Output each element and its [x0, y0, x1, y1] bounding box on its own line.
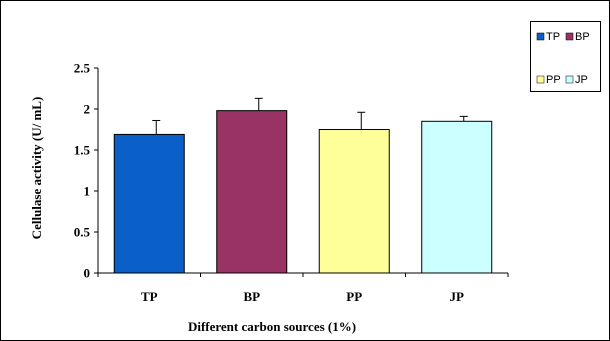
error-bar-pp: [357, 111, 366, 130]
legend-label: TP: [546, 31, 560, 43]
y-axis-label: Cellulase activity (U/ mL): [29, 97, 44, 240]
bar-jp: [421, 120, 493, 274]
bar-tp: [113, 133, 185, 274]
legend: TP BP PP JP: [530, 21, 601, 92]
y-tick-label: 0.5: [74, 225, 91, 240]
x-tick-labels: TP BP PP JP: [141, 289, 464, 304]
x-axis-label: Different carbon sources (1%): [188, 319, 356, 334]
y-tick-label: 2: [84, 102, 91, 117]
legend-swatch-pp: [536, 75, 545, 84]
x-tick-label: BP: [243, 289, 260, 304]
axes: [94, 67, 509, 277]
bar-bp: [216, 110, 288, 274]
x-tick-label: JP: [450, 289, 465, 304]
legend-swatch-jp: [565, 75, 574, 84]
error-bar-jp: [459, 115, 468, 122]
y-tick-label: 1: [84, 184, 91, 199]
x-tick-label: TP: [141, 289, 158, 304]
legend-swatch-bp: [565, 32, 574, 41]
y-tick-label: 1.5: [74, 143, 91, 158]
bars: [113, 110, 493, 274]
legend-label: PP: [546, 74, 561, 86]
error-bar-tp: [152, 119, 161, 135]
legend-label: BP: [575, 31, 590, 43]
legend-label: JP: [575, 74, 588, 86]
error-bars: [152, 97, 468, 135]
x-tick-label: PP: [346, 289, 362, 304]
error-bar-bp: [254, 97, 263, 111]
legend-swatch-tp: [536, 32, 545, 41]
y-tick-label: 0: [84, 266, 91, 281]
y-tick-labels: 0 0.5 1 1.5 2 2.5: [74, 61, 91, 281]
bar-pp: [318, 129, 390, 274]
y-tick-label: 2.5: [74, 61, 91, 76]
